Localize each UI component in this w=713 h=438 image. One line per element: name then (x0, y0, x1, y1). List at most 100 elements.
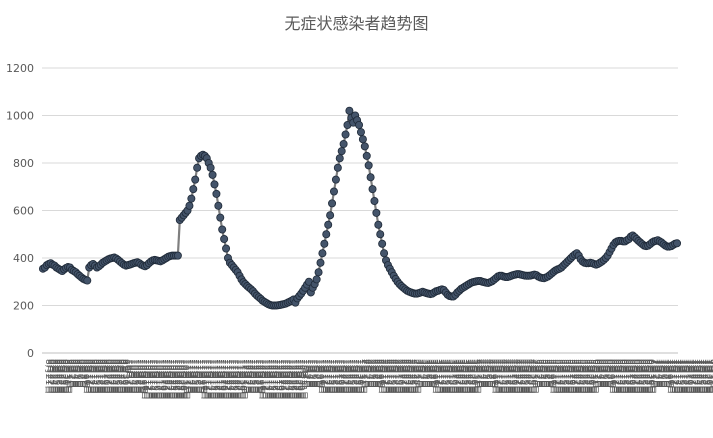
data-point (345, 106, 354, 115)
data-point (376, 230, 385, 239)
x-tick-label: 11月24日 (226, 359, 237, 400)
x-tick-label: 12月5日 (247, 359, 258, 394)
x-tick-label: 5月30日 (586, 359, 597, 394)
x-tick-label: 3月19日 (448, 359, 459, 394)
data-point (372, 208, 381, 217)
x-tick-label: 3月15日 (440, 359, 451, 394)
x-tick-label: 12月8日 (253, 359, 264, 394)
x-tick-label: 3月2日 (415, 359, 426, 388)
x-tick-label: 9月21日 (103, 359, 114, 394)
x-tick-label: 2月5日 (367, 359, 378, 388)
x-tick-label: 12月27日 (290, 359, 301, 400)
x-tick-label: 5月8日 (544, 359, 555, 388)
x-tick-label: 2月3日 (363, 359, 374, 388)
x-tick-label: 1月30日 (355, 359, 366, 394)
x-tick-label: 10月12日 (143, 359, 154, 400)
x-tick-label: 4月9日 (488, 359, 499, 388)
x-tick-label: 6月24日 (635, 359, 646, 394)
x-tick-label: 12月28日 (292, 359, 303, 400)
x-tick-label: 4月30日 (529, 359, 540, 394)
x-tick-label: 12月30日 (295, 359, 306, 400)
x-tick-label: 1月25日 (346, 359, 357, 394)
x-tick-label: 3月8日 (426, 359, 437, 388)
x-tick-label: 8月29日 (58, 359, 69, 394)
x-tick-label: 9月27日 (114, 359, 125, 394)
data-point (312, 275, 321, 284)
x-tick-label: 6月8日 (604, 359, 615, 388)
x-tick-label: 1月3日 (303, 359, 314, 388)
x-tick-label: 4月11日 (492, 359, 503, 394)
data-point (370, 196, 379, 205)
x-tick-label: 5月23日 (573, 359, 584, 394)
x-tick-label: 8月1日 (708, 359, 713, 388)
x-tick-label: 2月8日 (373, 359, 384, 388)
x-tick-label: 11月5日 (189, 359, 200, 394)
x-tick-label: 7月18日 (681, 359, 692, 394)
x-tick-label: 6月22日 (631, 359, 642, 394)
x-tick-label: 3月4日 (419, 359, 430, 388)
x-tick-label: 6月19日 (625, 359, 636, 394)
x-tick-label: 1月6日 (309, 359, 320, 388)
data-point (339, 139, 348, 148)
data-point (341, 130, 350, 139)
y-tick-label: 200 (13, 300, 34, 313)
x-tick-label: 3月20日 (450, 359, 461, 394)
x-tick-label: 9月11日 (83, 359, 94, 394)
x-tick-label: 3月31日 (471, 359, 482, 394)
x-tick-label: 10月20日 (159, 359, 170, 400)
x-tick-label: 2月12日 (380, 359, 391, 394)
x-tick-label: 6月30日 (646, 359, 657, 394)
x-tick-label: 1月8日 (313, 359, 324, 388)
data-point (189, 185, 198, 194)
x-tick-label: 7月6日 (658, 359, 669, 388)
x-tick-label: 3月1日 (413, 359, 424, 388)
x-tick-label: 3月3日 (417, 359, 428, 388)
x-tick-label: 3月12日 (434, 359, 445, 394)
x-tick-label: 8月31日 (62, 359, 73, 394)
x-tick-label: 2月11日 (378, 359, 389, 394)
x-tick-label: 3月10日 (430, 359, 441, 394)
x-tick-label: 9月13日 (87, 359, 98, 394)
x-tick-label: 7月11日 (667, 359, 678, 394)
x-tick-label: 5月15日 (558, 359, 569, 394)
x-tick-label: 6月27日 (640, 359, 651, 394)
data-point (314, 268, 323, 277)
data-point (316, 258, 325, 267)
x-tick-label: 8月23日 (47, 359, 58, 394)
x-tick-label: 11月17日 (213, 359, 224, 400)
x-tick-label: 5月12日 (552, 359, 563, 394)
x-tick-label: 9月14日 (89, 359, 100, 394)
x-tick-label: 12月31日 (297, 359, 308, 400)
y-tick-label: 1000 (6, 110, 34, 123)
data-point (187, 194, 196, 203)
x-tick-label: 1月26日 (347, 359, 358, 394)
x-tick-label: 7月12日 (669, 359, 680, 394)
data-point (362, 151, 371, 160)
x-tick-label: 1月19日 (334, 359, 345, 394)
x-tick-label: 1月2日 (301, 359, 312, 388)
data-point (360, 142, 369, 151)
x-tick-label: 1月4日 (305, 359, 316, 388)
data-point (335, 154, 344, 163)
x-tick-label: 12月4日 (245, 359, 256, 394)
x-tick-label: 11月14日 (207, 359, 218, 400)
x-tick-label: 9月5日 (72, 359, 83, 388)
x-tick-label: 6月28日 (642, 359, 653, 394)
x-tick-label: 5月26日 (579, 359, 590, 394)
x-tick-label: 12月7日 (251, 359, 262, 394)
x-tick-label: 4月27日 (523, 359, 534, 394)
x-tick-label: 4月24日 (517, 359, 528, 394)
x-tick-label: 11月3日 (186, 359, 197, 394)
data-point (173, 251, 182, 260)
y-axis-ticks: 0 200 400 600 800 1000 1200 (6, 62, 34, 360)
x-tick-label: 1月28日 (351, 359, 362, 394)
x-tick-label: 3月14日 (438, 359, 449, 394)
x-tick-label: 9月18日 (97, 359, 108, 394)
x-tick-label: 6月7日 (602, 359, 613, 388)
x-tick-label: 5月31日 (588, 359, 599, 394)
x-tick-label: 10月27日 (172, 359, 183, 400)
x-tick-label: 10月1日 (122, 359, 133, 394)
data-point (329, 187, 338, 196)
data-point (318, 249, 327, 258)
